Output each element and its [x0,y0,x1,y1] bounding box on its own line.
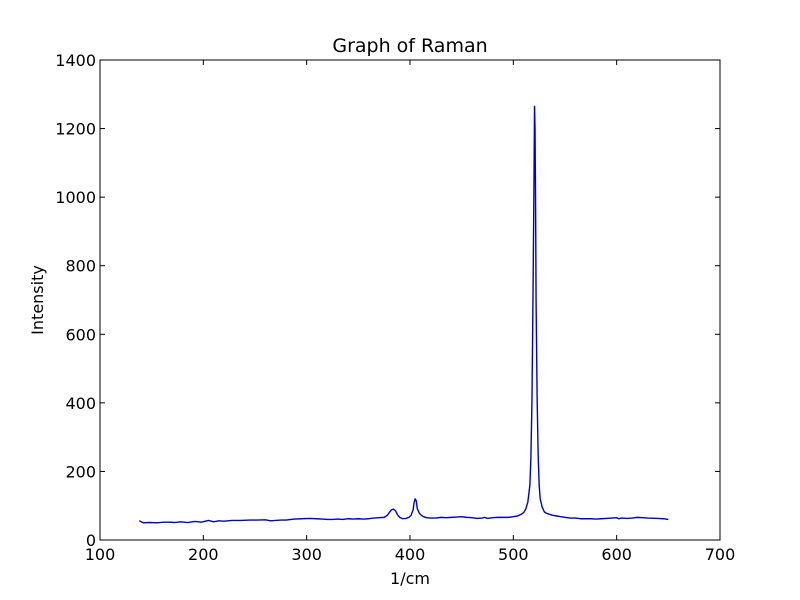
series-line [138,105,669,524]
x-tick-label: 500 [498,545,529,564]
y-tick-label: 200 [65,462,96,481]
y-tick-label: 0 [86,531,96,550]
x-axis-label: 1/cm [390,569,430,588]
x-tick-label: 600 [601,545,632,564]
y-tick-label: 1400 [55,51,96,70]
y-tick-label: 400 [65,394,96,413]
plot-area [99,59,721,541]
x-tick-label: 200 [188,545,219,564]
axis-tick-labels: 100 200 300 400 500 600 700 0 200 400 600 800 1000 12… [55,51,735,564]
x-tick-label: 700 [705,545,736,564]
chart-title: Graph of Raman [332,35,487,57]
x-tick-label: 300 [291,545,322,564]
y-tick-label: 800 [65,257,96,276]
y-tick-label: 600 [65,325,96,344]
axis-ticks [99,59,721,541]
y-tick-label: 1200 [55,120,96,139]
y-axis-label: Intensity [28,265,47,335]
y-tick-label: 1000 [55,188,96,207]
x-tick-label: 100 [85,545,116,564]
x-tick-label: 400 [395,545,426,564]
